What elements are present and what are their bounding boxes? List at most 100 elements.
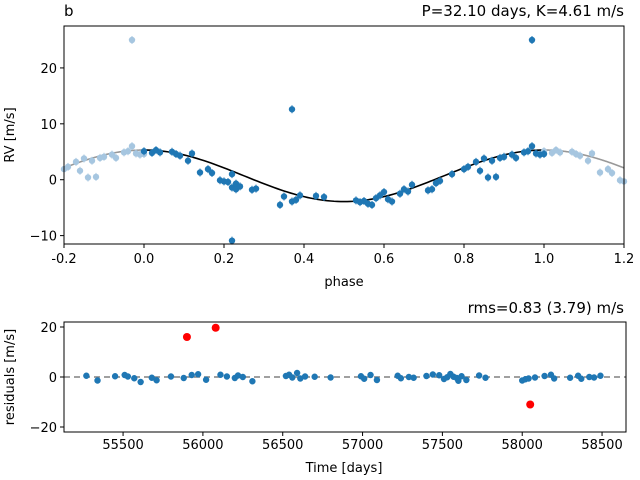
rv-point-wrapped bbox=[64, 163, 72, 171]
rv-point bbox=[228, 237, 236, 244]
rv-point-wrapped bbox=[584, 157, 592, 164]
residual-point bbox=[463, 376, 470, 384]
residual-point bbox=[217, 371, 224, 378]
residual-point bbox=[137, 378, 144, 386]
residual-point bbox=[550, 375, 558, 382]
residual-point bbox=[188, 371, 195, 379]
residual-point bbox=[289, 374, 296, 381]
rv-point bbox=[276, 201, 284, 209]
residuals-x-tick-label: 56500 bbox=[262, 438, 303, 453]
residual-point bbox=[360, 375, 368, 382]
rv-point bbox=[492, 173, 500, 181]
rv-point-wrapped bbox=[576, 152, 584, 159]
residual-point bbox=[541, 372, 548, 380]
rv-point bbox=[448, 170, 456, 178]
rv-point bbox=[196, 169, 204, 176]
residual-point bbox=[586, 373, 593, 381]
rv-point bbox=[472, 158, 480, 166]
rv-point-wrapped bbox=[76, 167, 84, 174]
rv-y-tick-label: 0 bbox=[49, 174, 57, 189]
residual-point bbox=[590, 374, 598, 381]
rv-point bbox=[404, 188, 412, 195]
rv-axes-frame bbox=[63, 25, 625, 245]
rv-point bbox=[408, 181, 416, 188]
residual-point bbox=[293, 369, 301, 377]
rv-y-ticks: 20 10 0 −10 bbox=[30, 62, 64, 245]
residual-point bbox=[566, 374, 574, 381]
residuals-x-tick-label: 58000 bbox=[502, 438, 543, 453]
residual-point bbox=[239, 373, 247, 381]
rv-point bbox=[296, 192, 304, 199]
rv-x-tick-label: -0.2 bbox=[51, 252, 76, 267]
rv-y-label: RV [m/s] bbox=[3, 107, 18, 162]
residual-point bbox=[423, 372, 430, 380]
rv-point-wrapped bbox=[608, 169, 616, 177]
residual-point bbox=[297, 375, 304, 382]
rv-point bbox=[288, 106, 296, 113]
rv-point-wrapped bbox=[112, 154, 120, 162]
residuals-panel: 55500 56000 56500 57000 57500 58000 58500 20 0 −… bbox=[3, 299, 627, 476]
residuals-y-tick-label: 20 bbox=[40, 321, 57, 336]
residual-point bbox=[482, 374, 489, 381]
rv-point-wrapped bbox=[92, 173, 100, 181]
residuals-y-tick-label: 0 bbox=[49, 371, 57, 386]
residual-point bbox=[249, 378, 256, 385]
rv-point bbox=[320, 193, 328, 201]
rv-phase-panel: -0.2 0.0 0.2 0.4 0.6 0.8 1.0 1.2 20 10 0 −10 b P=3… bbox=[3, 2, 634, 290]
rv-point bbox=[368, 201, 376, 209]
residuals-plot-area bbox=[64, 323, 626, 409]
residuals-x-tick-label: 55500 bbox=[102, 438, 143, 453]
residuals-y-ticks: 20 0 −20 bbox=[30, 321, 64, 436]
residual-point bbox=[373, 376, 381, 384]
rv-x-tick-label: 0.2 bbox=[214, 252, 235, 267]
rv-point bbox=[540, 150, 548, 158]
rv-point bbox=[528, 36, 536, 44]
rv-x-tick-label: 0.8 bbox=[454, 252, 475, 267]
residual-point bbox=[531, 374, 539, 381]
residual-point bbox=[111, 373, 119, 380]
residual-point bbox=[475, 372, 483, 379]
residual-point bbox=[458, 373, 465, 380]
residual-point bbox=[301, 373, 309, 380]
rv-x-tick-label: 0.6 bbox=[374, 252, 395, 267]
rv-point-wrapped bbox=[124, 148, 132, 155]
rv-point bbox=[176, 152, 184, 159]
residual-point bbox=[131, 375, 138, 382]
rv-point-wrapped bbox=[588, 150, 596, 157]
residual-point bbox=[94, 377, 101, 384]
rv-x-tick-label: 0.0 bbox=[134, 252, 155, 267]
rv-point bbox=[184, 157, 192, 164]
rv-point-wrapped bbox=[128, 142, 136, 150]
residual-outlier-point bbox=[211, 323, 220, 332]
residual-point bbox=[597, 372, 604, 379]
residual-outlier-point bbox=[182, 333, 191, 341]
rv-point-wrapped bbox=[556, 149, 564, 156]
rv-x-tick-label: 0.4 bbox=[294, 252, 315, 267]
residual-point bbox=[167, 373, 175, 380]
rv-point-wrapped bbox=[100, 153, 108, 160]
rv-point bbox=[140, 148, 148, 155]
rv-point-wrapped bbox=[84, 174, 92, 181]
residuals-title: rms=0.83 (3.79) m/s bbox=[468, 299, 625, 317]
residuals-x-tick-label: 56000 bbox=[182, 438, 223, 453]
rv-y-tick-label: −10 bbox=[30, 230, 57, 245]
residual-point bbox=[525, 375, 532, 382]
rv-point bbox=[484, 174, 492, 181]
residual-outlier-point bbox=[526, 400, 535, 409]
residual-point bbox=[223, 373, 231, 380]
rv-point bbox=[188, 150, 196, 157]
rv-point-wrapped bbox=[596, 169, 604, 176]
rv-point bbox=[524, 148, 532, 155]
rv-point bbox=[228, 170, 236, 178]
residual-point bbox=[180, 374, 187, 382]
rv-point-wrapped bbox=[72, 158, 80, 166]
residual-point bbox=[327, 374, 334, 381]
rv-point bbox=[480, 155, 488, 162]
rv-point bbox=[224, 178, 232, 186]
rv-point bbox=[436, 177, 444, 185]
rv-point bbox=[292, 196, 300, 204]
residual-point bbox=[578, 375, 585, 382]
rv-point bbox=[500, 153, 508, 160]
residuals-x-tick-label: 57000 bbox=[342, 438, 383, 453]
